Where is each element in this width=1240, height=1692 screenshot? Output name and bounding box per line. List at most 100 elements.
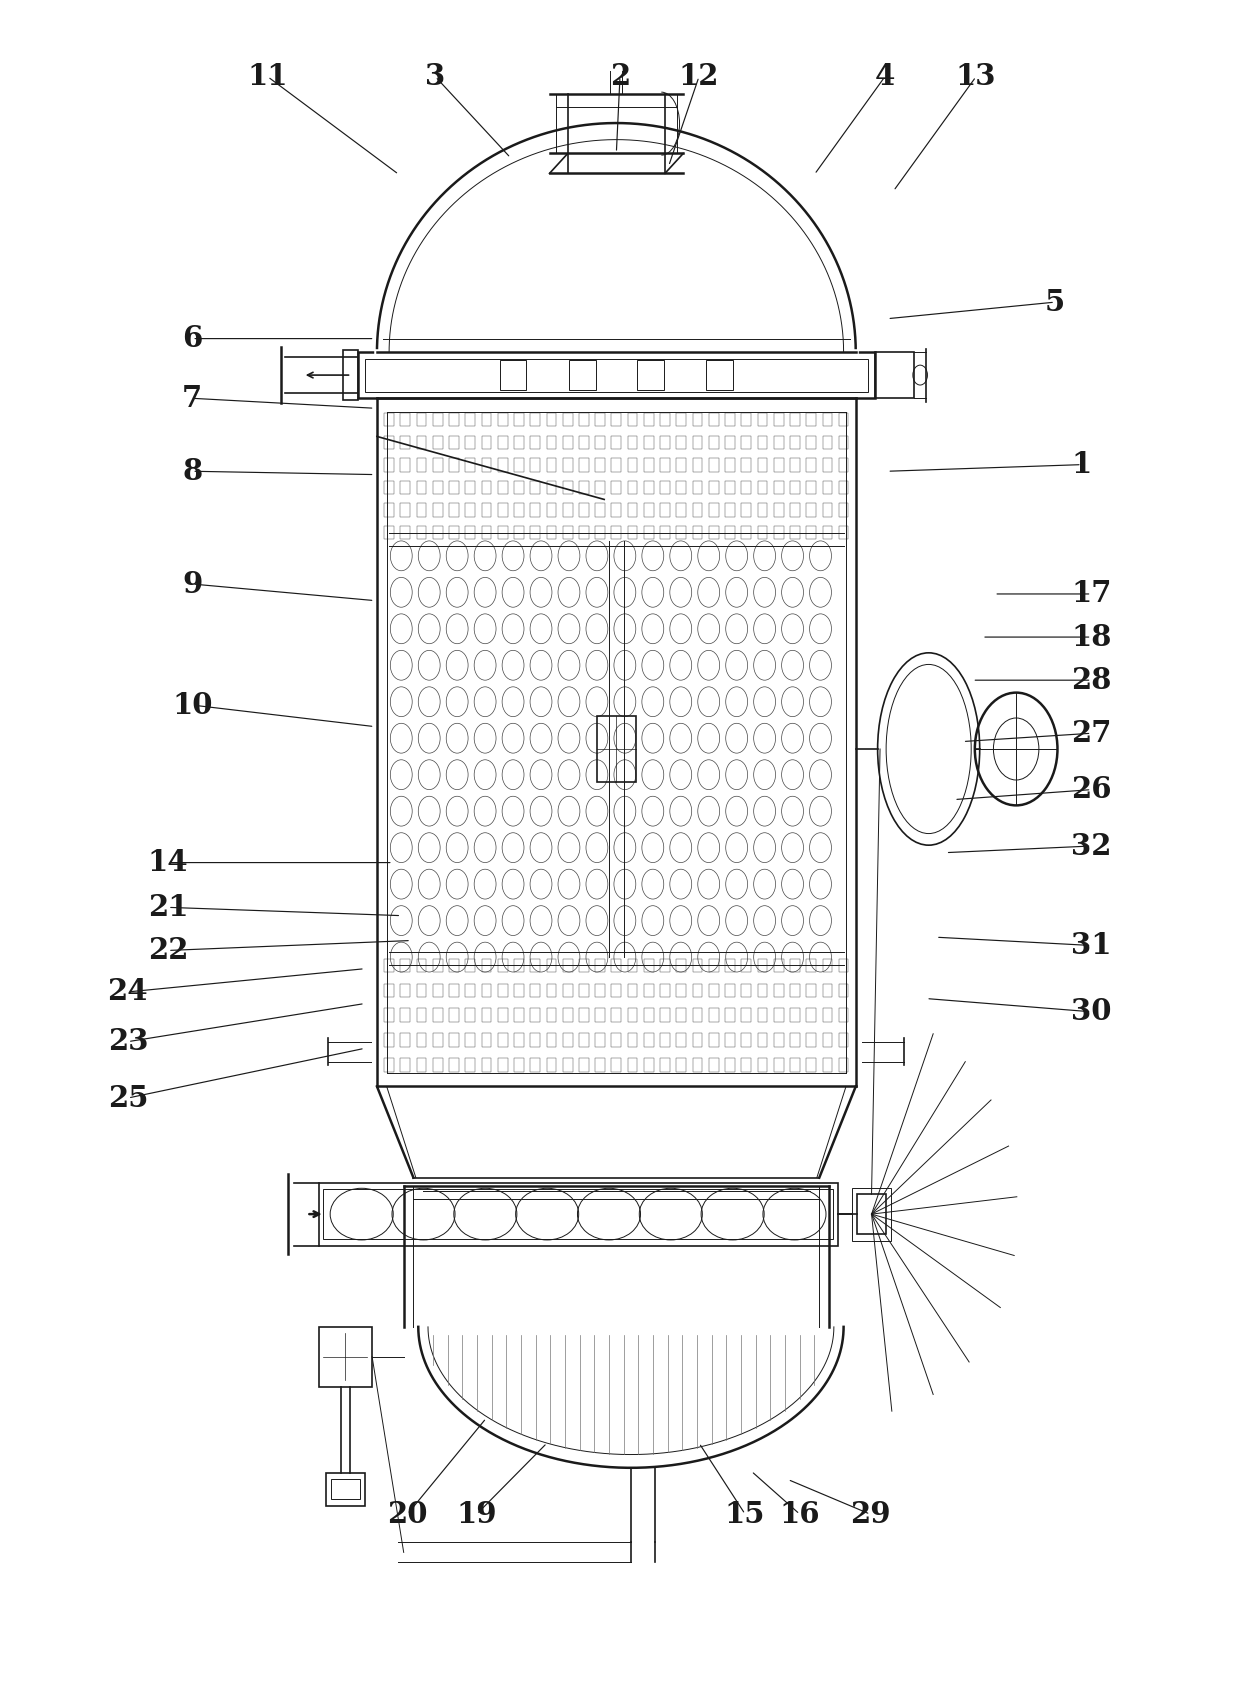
Bar xyxy=(742,413,751,426)
Bar xyxy=(579,1058,589,1071)
Bar xyxy=(417,983,427,997)
Bar xyxy=(660,481,670,494)
Bar xyxy=(875,352,914,398)
Bar xyxy=(498,413,507,426)
Bar xyxy=(758,1034,768,1047)
Text: 10: 10 xyxy=(172,690,212,719)
Text: 17: 17 xyxy=(1071,579,1112,609)
Bar xyxy=(481,526,491,540)
Bar xyxy=(595,1034,605,1047)
Bar xyxy=(579,959,589,971)
Bar xyxy=(806,526,816,540)
Bar xyxy=(547,504,557,516)
Bar xyxy=(384,1058,394,1071)
Bar xyxy=(433,459,443,472)
Bar xyxy=(433,983,443,997)
Text: 19: 19 xyxy=(456,1499,497,1530)
Bar xyxy=(531,413,541,426)
Bar xyxy=(611,1008,621,1022)
Bar xyxy=(838,983,848,997)
Bar xyxy=(465,1008,475,1022)
Bar xyxy=(569,360,595,391)
Bar xyxy=(433,481,443,494)
Bar xyxy=(644,1034,653,1047)
Bar xyxy=(481,481,491,494)
Bar xyxy=(319,1183,837,1245)
Bar xyxy=(806,1008,816,1022)
Bar xyxy=(790,413,800,426)
Bar xyxy=(644,413,653,426)
Bar xyxy=(481,437,491,448)
Bar xyxy=(515,1034,523,1047)
Bar xyxy=(498,1034,507,1047)
Bar xyxy=(563,459,573,472)
Bar xyxy=(433,1008,443,1022)
Bar xyxy=(709,526,719,540)
Bar xyxy=(465,459,475,472)
Bar xyxy=(838,459,848,472)
Bar xyxy=(660,437,670,448)
Bar xyxy=(498,983,507,997)
Bar xyxy=(693,526,702,540)
Bar xyxy=(676,983,686,997)
Bar xyxy=(465,481,475,494)
Bar xyxy=(709,1034,719,1047)
Bar xyxy=(725,504,735,516)
Bar xyxy=(627,983,637,997)
Bar xyxy=(449,1008,459,1022)
Bar xyxy=(709,1008,719,1022)
Bar xyxy=(547,1008,557,1022)
Bar xyxy=(790,1034,800,1047)
Bar xyxy=(498,959,507,971)
Bar xyxy=(644,983,653,997)
Bar xyxy=(693,413,702,426)
Bar xyxy=(515,459,523,472)
Bar xyxy=(790,526,800,540)
Bar xyxy=(547,983,557,997)
Bar xyxy=(401,1008,410,1022)
Bar xyxy=(611,504,621,516)
Bar xyxy=(660,459,670,472)
Bar xyxy=(806,959,816,971)
Bar xyxy=(481,983,491,997)
Bar xyxy=(498,504,507,516)
Text: 25: 25 xyxy=(108,1083,148,1113)
Bar xyxy=(515,437,523,448)
Text: 4: 4 xyxy=(874,63,895,91)
Text: 15: 15 xyxy=(725,1499,765,1530)
Bar xyxy=(384,413,394,426)
Bar xyxy=(758,437,768,448)
Bar xyxy=(401,459,410,472)
Bar xyxy=(725,459,735,472)
Bar xyxy=(709,437,719,448)
Bar xyxy=(790,1058,800,1071)
Bar xyxy=(758,459,768,472)
Bar xyxy=(547,413,557,426)
Bar xyxy=(742,983,751,997)
Bar xyxy=(806,413,816,426)
Bar xyxy=(547,526,557,540)
Bar xyxy=(579,413,589,426)
Bar xyxy=(579,526,589,540)
Bar xyxy=(774,504,784,516)
Bar xyxy=(417,1008,427,1022)
Bar xyxy=(758,959,768,971)
Bar xyxy=(433,526,443,540)
Bar xyxy=(822,437,832,448)
Bar xyxy=(725,1034,735,1047)
Bar xyxy=(531,983,541,997)
Bar xyxy=(515,1058,523,1071)
Bar xyxy=(433,504,443,516)
Bar xyxy=(742,1058,751,1071)
Bar xyxy=(401,413,410,426)
Bar xyxy=(806,481,816,494)
Bar xyxy=(449,437,459,448)
Bar xyxy=(725,437,735,448)
Bar xyxy=(676,1058,686,1071)
Bar xyxy=(676,1008,686,1022)
Bar xyxy=(595,1058,605,1071)
Bar xyxy=(515,959,523,971)
Bar xyxy=(822,459,832,472)
Bar xyxy=(481,459,491,472)
Bar xyxy=(758,504,768,516)
